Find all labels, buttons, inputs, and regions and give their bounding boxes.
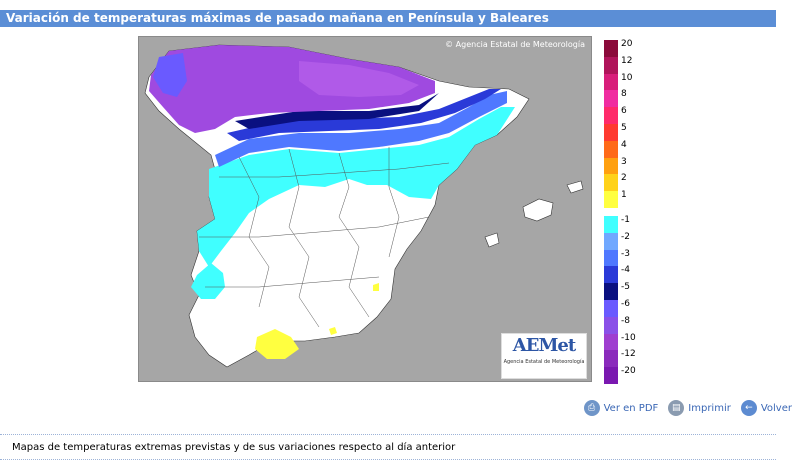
- legend-swatch: [604, 90, 618, 108]
- legend-label: -2: [621, 231, 630, 242]
- legend-label: 6: [621, 106, 627, 117]
- zone-minus-5: [235, 93, 439, 129]
- legend-label: -12: [621, 349, 636, 360]
- legend-swatch: [604, 73, 618, 91]
- zone-minus-6-west: [153, 53, 187, 97]
- legend-label: -20: [621, 366, 636, 377]
- zone-minus-4: [227, 89, 501, 141]
- back-label: Volver: [760, 402, 792, 414]
- legend-swatch: [604, 283, 618, 300]
- legend-label: 10: [621, 72, 633, 83]
- zone-minus-3: [215, 91, 507, 167]
- color-legend: 20 12 10 8 6 5 4 3 2 1 -1 -2 -3 -4 -5 -6 -8 -10 -12 -20: [604, 39, 644, 384]
- legend-swatch: [604, 140, 618, 158]
- legend-swatch: [604, 333, 618, 351]
- legend-label: 1: [621, 190, 627, 201]
- pdf-label: Ver en PDF: [603, 402, 659, 414]
- legend-swatch: [604, 157, 618, 175]
- legend-swatch: [604, 249, 618, 267]
- temperature-map: © Agencia Estatal de Meteorología AEMet …: [138, 36, 592, 382]
- mallorca: [522, 198, 554, 222]
- legend-label: 20: [621, 39, 633, 49]
- zone-plus-1-south: [255, 329, 299, 359]
- province-borders: [199, 147, 450, 328]
- legend-swatch: [604, 56, 618, 74]
- legend-swatch: [604, 107, 618, 124]
- printer-icon: ▤: [668, 400, 685, 416]
- logo-subtitle: Agencia Estatal de Meteorología: [503, 359, 585, 365]
- legend-swatch: [604, 124, 618, 141]
- legend-label: -1: [621, 215, 630, 225]
- pdf-button[interactable]: ⎙ Ver en PDF: [583, 400, 659, 416]
- legend-swatch: [604, 216, 618, 233]
- legend-swatch: [604, 174, 618, 192]
- legend-swatch: [604, 266, 618, 284]
- zone-minus-1-west: [191, 263, 225, 299]
- legend-label: -10: [621, 332, 636, 343]
- print-label: Imprimir: [688, 402, 731, 414]
- aemet-logo: AEMet Agencia Estatal de Meteorología: [501, 333, 587, 379]
- zone-plus-1-east: [373, 283, 379, 291]
- legend-swatch: [604, 191, 618, 208]
- legend-label: -5: [621, 282, 630, 293]
- back-arrow-icon: ←: [740, 400, 757, 416]
- legend-swatch: [604, 232, 618, 250]
- zone-minus-8: [149, 45, 435, 133]
- legend-swatch: [604, 367, 618, 384]
- legend-label: 4: [621, 139, 627, 150]
- pdf-icon: ⎙: [583, 400, 600, 416]
- back-button[interactable]: ← Volver: [740, 400, 792, 416]
- legend-label: 8: [621, 89, 627, 100]
- ibiza: [484, 232, 500, 248]
- legend-label: -4: [621, 265, 630, 276]
- legend-swatch: [604, 350, 618, 368]
- map-svg: [144, 44, 584, 368]
- legend-label: -8: [621, 315, 630, 326]
- legend-label: 5: [621, 123, 627, 133]
- menorca: [566, 180, 584, 194]
- legend-swatch: [604, 316, 618, 334]
- legend-label: -6: [621, 299, 630, 309]
- legend-swatch: [604, 300, 618, 317]
- legend-label: 3: [621, 156, 627, 167]
- action-bar: ⎙ Ver en PDF ▤ Imprimir ← Volver: [583, 400, 792, 416]
- legend-swatch: [604, 40, 618, 57]
- legend-label: 2: [621, 173, 627, 184]
- zone-plus-1-southeast: [329, 327, 337, 335]
- zone-minus-10: [299, 61, 419, 97]
- legend-label: 12: [621, 55, 633, 66]
- zone-minus-1: [197, 107, 515, 267]
- page-title: Variación de temperaturas máximas de pas…: [0, 10, 776, 27]
- logo-word: AEMet: [512, 335, 576, 356]
- footer-note: Mapas de temperaturas extremas previstas…: [0, 434, 776, 460]
- map-copyright: © Agencia Estatal de Meteorología: [445, 40, 585, 49]
- legend-label: -3: [621, 248, 630, 259]
- print-button[interactable]: ▤ Imprimir: [668, 400, 731, 416]
